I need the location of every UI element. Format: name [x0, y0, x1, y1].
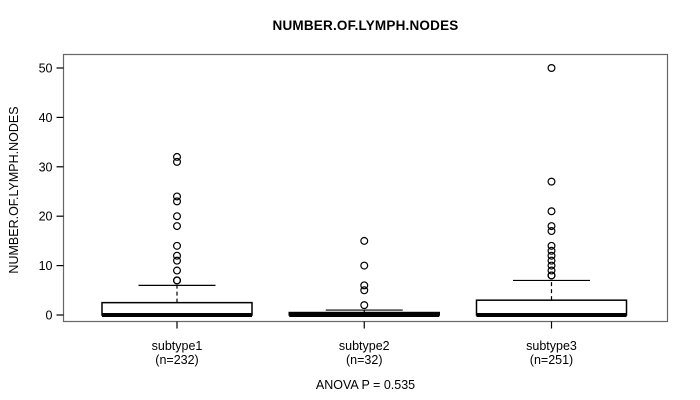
outlier-point: [173, 152, 182, 161]
y-tick-label: 40: [39, 111, 53, 125]
x-group-label: subtype3: [526, 339, 577, 353]
y-tick-label: 50: [39, 62, 53, 76]
outlier-point: [547, 207, 556, 216]
outlier-point: [547, 63, 556, 72]
outlier-point: [173, 251, 182, 260]
outlier-point: [547, 246, 556, 255]
outlier-point: [547, 241, 556, 250]
outlier-point: [547, 271, 556, 280]
outlier-point: [173, 241, 182, 250]
outlier-point: [173, 256, 182, 265]
x-group-sublabel: (n=32): [346, 353, 382, 367]
outlier-point: [547, 227, 556, 236]
outlier-point: [173, 276, 182, 285]
outlier-point: [547, 251, 556, 260]
x-group-label: subtype1: [152, 339, 203, 353]
outlier-point: [173, 157, 182, 166]
chart-title: NUMBER.OF.LYMPH.NODES: [272, 18, 459, 33]
x-group-label: subtype2: [339, 339, 390, 353]
outlier-point: [547, 222, 556, 231]
outlier-point: [360, 261, 369, 270]
outlier-point: [173, 266, 182, 275]
outlier-point: [173, 197, 182, 206]
outlier-point: [360, 281, 369, 290]
outlier-point: [360, 301, 369, 310]
y-tick-label: 10: [39, 259, 53, 273]
outlier-point: [547, 261, 556, 270]
y-tick-label: 30: [39, 160, 53, 174]
anova-p-value: ANOVA P = 0.535: [315, 378, 416, 392]
outlier-point: [173, 222, 182, 231]
plot-border: [62, 53, 669, 323]
y-tick-label: 20: [39, 210, 53, 224]
y-tick-label: 0: [46, 309, 53, 323]
outlier-point: [173, 192, 182, 201]
outlier-point: [360, 286, 369, 295]
outlier-point: [173, 212, 182, 221]
outlier-point: [360, 236, 369, 245]
x-group-sublabel: (n=232): [155, 353, 198, 367]
outlier-point: [547, 266, 556, 275]
outlier-point: [547, 177, 556, 186]
box-iqr: [475, 299, 628, 316]
x-group-sublabel: (n=251): [530, 353, 573, 367]
outlier-point: [547, 256, 556, 265]
